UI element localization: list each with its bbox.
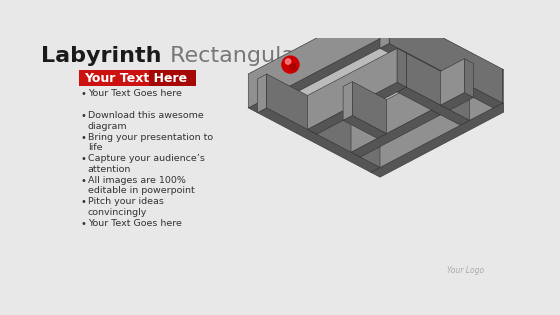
Polygon shape <box>307 48 397 129</box>
Text: Pitch your ideas
convincingly: Pitch your ideas convincingly <box>88 197 164 217</box>
Text: •: • <box>81 154 87 164</box>
FancyBboxPatch shape <box>80 70 195 86</box>
Polygon shape <box>371 69 502 172</box>
Polygon shape <box>397 48 407 87</box>
Text: Download this awesome
diagram: Download this awesome diagram <box>88 111 204 131</box>
Text: •: • <box>81 133 87 142</box>
Circle shape <box>290 64 296 70</box>
Text: Rectangular: Rectangular <box>163 45 304 66</box>
Polygon shape <box>351 110 441 157</box>
Text: Labyrinth: Labyrinth <box>41 45 161 66</box>
Text: Bring your presentation to
life: Bring your presentation to life <box>88 133 213 152</box>
Text: Your Logo: Your Logo <box>447 266 484 275</box>
Polygon shape <box>431 76 441 115</box>
Text: Your Text Goes here: Your Text Goes here <box>88 89 181 98</box>
Polygon shape <box>441 59 464 105</box>
Polygon shape <box>441 93 474 110</box>
Polygon shape <box>351 76 431 152</box>
Text: •: • <box>81 111 87 121</box>
Polygon shape <box>248 5 380 108</box>
Polygon shape <box>258 108 380 172</box>
Polygon shape <box>397 87 470 125</box>
Polygon shape <box>343 116 386 138</box>
Polygon shape <box>407 53 470 120</box>
FancyBboxPatch shape <box>149 70 195 86</box>
Text: •: • <box>81 197 87 207</box>
Text: •: • <box>81 219 87 229</box>
Polygon shape <box>258 74 267 113</box>
Circle shape <box>286 59 291 64</box>
Polygon shape <box>267 74 380 168</box>
Polygon shape <box>502 69 512 108</box>
Text: Your Text Goes here: Your Text Goes here <box>88 219 181 228</box>
Polygon shape <box>352 82 386 134</box>
Polygon shape <box>380 5 389 43</box>
Text: •: • <box>81 176 87 186</box>
Circle shape <box>282 56 299 73</box>
Polygon shape <box>397 53 407 92</box>
Text: •: • <box>81 89 87 100</box>
Polygon shape <box>464 59 474 97</box>
Text: Capture your audience’s
attention: Capture your audience’s attention <box>88 154 205 174</box>
Polygon shape <box>248 38 389 113</box>
Polygon shape <box>380 43 502 108</box>
Polygon shape <box>389 9 502 103</box>
Polygon shape <box>307 82 407 134</box>
Polygon shape <box>380 9 389 48</box>
Text: Your Text Here: Your Text Here <box>84 72 187 85</box>
Text: All images are 100%
editable in powerpoint: All images are 100% editable in powerpoi… <box>88 176 194 195</box>
Polygon shape <box>248 5 512 143</box>
Polygon shape <box>371 103 512 177</box>
Polygon shape <box>343 82 352 120</box>
